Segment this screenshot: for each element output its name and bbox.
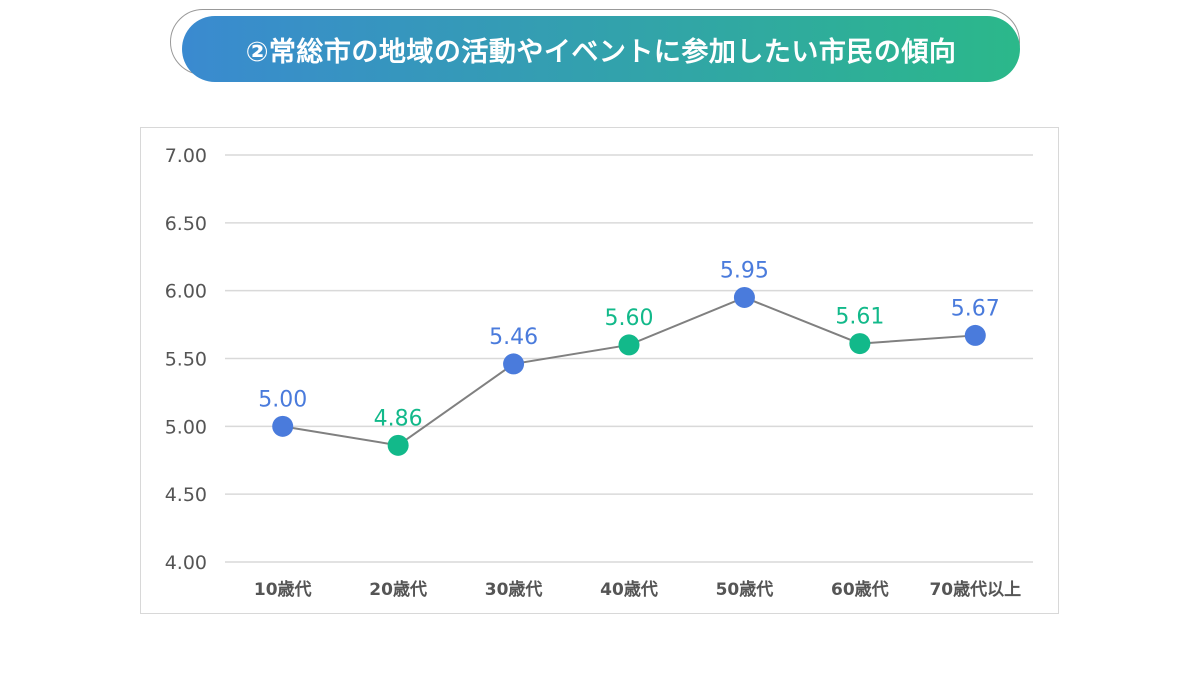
data-point <box>503 353 525 375</box>
data-point <box>964 324 986 346</box>
y-tick-label: 5.50 <box>165 349 207 371</box>
page-title: ②常総市の地域の活動やイベントに参加したい市民の傾向 <box>182 16 1020 82</box>
data-label: 5.95 <box>720 258 769 283</box>
y-tick-label: 4.50 <box>165 484 207 506</box>
data-point <box>387 434 409 456</box>
y-tick-label: 4.00 <box>165 552 207 574</box>
data-label: 5.67 <box>951 296 1000 321</box>
y-tick-label: 7.00 <box>165 145 207 167</box>
y-tick-label: 6.00 <box>165 281 207 303</box>
y-tick-label: 5.00 <box>165 416 207 438</box>
x-tick-label: 10歳代 <box>254 579 312 600</box>
data-point <box>618 334 640 356</box>
data-label: 5.46 <box>489 325 538 350</box>
data-point <box>733 286 755 308</box>
x-tick-label: 60歳代 <box>831 579 889 600</box>
data-label: 5.60 <box>605 306 654 331</box>
x-tick-label: 50歳代 <box>716 579 774 600</box>
x-tick-label: 20歳代 <box>369 579 427 600</box>
data-label: 5.61 <box>835 305 884 330</box>
data-point <box>849 333 871 355</box>
chart-frame <box>140 127 1059 614</box>
y-tick-label: 6.50 <box>165 213 207 235</box>
data-label: 5.00 <box>258 387 307 412</box>
data-point <box>272 415 294 437</box>
data-label: 4.86 <box>374 406 423 431</box>
x-tick-label: 70歳代以上 <box>929 579 1021 600</box>
x-tick-label: 40歳代 <box>600 579 658 600</box>
x-tick-label: 30歳代 <box>485 579 543 600</box>
